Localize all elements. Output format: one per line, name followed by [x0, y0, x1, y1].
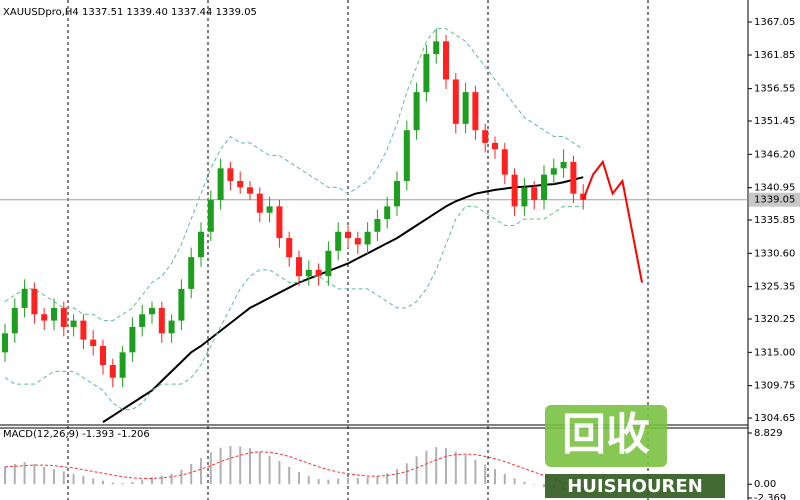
candle-body	[345, 231, 351, 239]
candle-body	[158, 307, 165, 334]
candle-body	[452, 79, 459, 124]
candle-body	[305, 269, 312, 277]
y-tick-label: 1346.20	[754, 149, 795, 160]
candle-body	[70, 320, 77, 327]
candle-body	[256, 193, 263, 213]
candle-body	[394, 180, 400, 207]
candle-body	[570, 161, 577, 194]
watermark-logo: 回收	[562, 409, 650, 460]
candle-body	[178, 288, 185, 321]
candle-body	[423, 54, 430, 93]
candle-body	[462, 92, 469, 124]
candle-body	[541, 174, 547, 201]
candle-body	[80, 320, 87, 340]
candle-body	[482, 130, 489, 143]
y-tick-label: 1325.35	[754, 282, 795, 293]
watermark-box	[545, 405, 667, 467]
candle-body	[531, 187, 538, 201]
candle-body	[511, 174, 518, 207]
current-price-box	[749, 192, 800, 207]
y-tick-label: 1315.00	[754, 347, 795, 358]
candle-body	[51, 307, 57, 321]
watermark-brand: HUISHOUREN	[567, 476, 703, 497]
chart-title: XAUUSDpro,H4 1337.51 1339.40 1337.44 133…	[3, 7, 257, 18]
candle-body	[580, 193, 587, 200]
y-tick-label: 1309.75	[754, 381, 795, 392]
candle-body	[2, 333, 8, 353]
forecast-line	[582, 159, 643, 283]
y-tick-label: 1340.95	[754, 183, 795, 194]
indicator-title: MACD(12,26,9) -1.393 -1.206	[3, 429, 150, 440]
candle-body	[550, 168, 557, 175]
candle-body	[207, 200, 214, 232]
candle-body	[100, 345, 106, 366]
candle-body	[315, 269, 322, 277]
candle-body	[31, 288, 38, 315]
candle-body	[139, 314, 146, 327]
candle-body	[119, 352, 126, 378]
candle-body	[129, 326, 136, 353]
candle-body	[41, 314, 48, 321]
candle-body	[443, 41, 449, 80]
signal-line	[4, 451, 584, 492]
candle-body	[403, 130, 410, 181]
plot: 1304.65 1309.75 1315.00 1320.25 1325.35 1330.…	[0, 17, 800, 500]
candle-body	[266, 206, 273, 213]
candle-body	[560, 161, 567, 169]
candle-body	[472, 92, 479, 131]
watermark: 回收 HUISHOUREN	[545, 405, 725, 498]
y-tick-label: 1320.25	[754, 314, 795, 325]
watermark-banner	[545, 474, 725, 498]
candle-body	[168, 320, 175, 334]
candle-body	[296, 257, 302, 277]
candle-body	[21, 288, 28, 308]
candle-body	[247, 187, 253, 194]
candle-body	[413, 92, 420, 131]
candle-body	[198, 231, 204, 258]
candle-body	[217, 168, 224, 201]
y-tick-label: 1361.85	[754, 50, 795, 61]
candle-body	[149, 307, 155, 315]
y-tick-label: 8.829	[754, 428, 783, 439]
candle-body	[109, 365, 116, 378]
y-tick-label: 1335.85	[754, 215, 795, 226]
y-tick-label: 1351.45	[754, 116, 795, 127]
y-tick-label: 1356.55	[754, 84, 795, 95]
candle-body	[286, 238, 293, 258]
candle-body	[374, 219, 381, 232]
candle-body	[354, 238, 361, 245]
current-price-label: 1339.05	[754, 195, 795, 206]
y-tick-label: 0.00	[754, 479, 776, 490]
candle-body	[90, 339, 97, 346]
candle-body	[433, 41, 440, 55]
candle-body	[227, 168, 234, 181]
indicator-line	[4, 205, 584, 410]
indicator-line	[102, 176, 584, 423]
candle-body	[492, 142, 498, 150]
candle-body	[60, 307, 67, 327]
candle-body	[384, 206, 391, 220]
y-tick-label: 1367.05	[754, 17, 795, 28]
y-tick-label: -2.369	[754, 493, 786, 500]
candle-body	[237, 180, 244, 188]
candle-body	[188, 257, 195, 289]
indicator-line	[4, 28, 584, 322]
y-tick-label: 1330.60	[754, 248, 795, 259]
candle-body	[501, 149, 508, 175]
candle-body	[364, 231, 371, 245]
candle-body	[11, 307, 18, 334]
candle-body	[521, 187, 528, 207]
y-tick-label: 1304.65	[754, 413, 795, 424]
candle-body	[335, 231, 342, 251]
candle-body	[276, 206, 283, 239]
candle-body	[325, 250, 332, 277]
